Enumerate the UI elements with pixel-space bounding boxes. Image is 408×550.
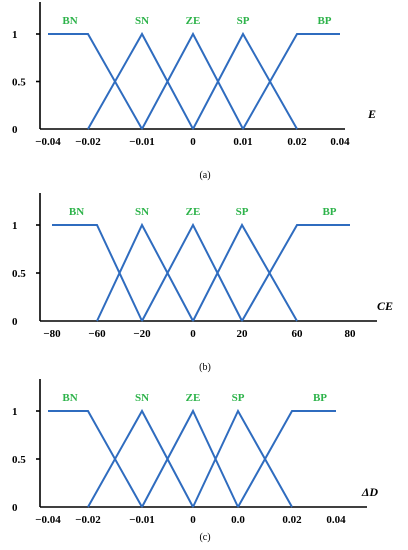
mf-curve-sp xyxy=(192,408,293,508)
x-tick-label: −20 xyxy=(133,328,151,340)
y-tick-label: 0 xyxy=(12,502,18,514)
panel-caption: (c) xyxy=(199,532,210,543)
x-tick-label: 0.02 xyxy=(287,136,307,148)
mf-label-bn: BN xyxy=(62,392,77,404)
y-tick-label: 0.5 xyxy=(12,454,26,466)
mf-curve-bp xyxy=(242,33,340,130)
mf-curve-ze xyxy=(141,408,239,508)
y-tick-label: 1 xyxy=(12,220,18,232)
mf-label-bn: BN xyxy=(62,15,77,27)
y-tick-label: 0 xyxy=(12,316,18,328)
y-tick-label: 1 xyxy=(12,29,18,41)
x-tick-label: 0.0 xyxy=(231,514,245,526)
mf-label-bp: BP xyxy=(317,15,331,27)
mf-label-sn: SN xyxy=(135,206,149,218)
x-tick-label: 0.01 xyxy=(233,136,252,148)
x-tick-label: 0.04 xyxy=(326,514,346,526)
mf-curve-bn xyxy=(48,33,143,130)
mf-label-sn: SN xyxy=(135,392,149,404)
panel-caption: (b) xyxy=(199,362,211,373)
mf-label-sp: SP xyxy=(232,392,245,404)
mf-label-ze: ZE xyxy=(186,206,201,218)
x-tick-label: −0.02 xyxy=(75,514,101,526)
y-tick-label: 0 xyxy=(12,124,18,136)
mf-curve-bp xyxy=(237,410,336,508)
y-tick-label: 0.5 xyxy=(12,268,26,280)
mf-curve-sp xyxy=(192,31,298,130)
mf-curve-sn xyxy=(96,222,194,322)
x-tick-label: −0.01 xyxy=(129,136,155,148)
mf-curve-sn xyxy=(87,31,194,130)
x-tick-label: −80 xyxy=(43,328,61,340)
mf-curve-bn xyxy=(48,410,143,508)
y-tick-label: 1 xyxy=(12,406,18,418)
x-tick-label: 0.02 xyxy=(282,514,302,526)
panel-caption: (a) xyxy=(199,170,210,181)
x-tick-label: 60 xyxy=(292,328,304,340)
x-tick-label: 0 xyxy=(190,328,196,340)
x-tick-label: 0 xyxy=(190,136,196,148)
mf-label-bp: BP xyxy=(313,392,327,404)
x-tick-label: 0.04 xyxy=(330,136,350,148)
mf-label-sp: SP xyxy=(236,206,249,218)
mf-label-bp: BP xyxy=(322,206,336,218)
x-tick-label: 20 xyxy=(237,328,249,340)
x-tick-label: −0.04 xyxy=(35,514,61,526)
mf-curve-bp xyxy=(241,224,350,322)
axis-title: ΔD xyxy=(361,485,379,499)
axis-title: E xyxy=(367,107,376,121)
chart-panel-c: 0 0.5 1 −0.04 −0.02 −0.01 0 0.0 0.02 0.04 ΔD BN SN ZE… xyxy=(12,379,378,543)
mf-curve-ze xyxy=(141,222,243,322)
mf-label-sn: SN xyxy=(135,15,149,27)
mf-label-ze: ZE xyxy=(186,392,201,404)
mf-label-sp: SP xyxy=(237,15,250,27)
mf-curve-sp xyxy=(192,222,298,322)
x-tick-label: 80 xyxy=(345,328,357,340)
mf-curve-bn xyxy=(52,224,143,322)
chart-panel-b: 0 0.5 1 −80 −60 −20 0 20 60 80 CE BN SN ZE SP BP (b) xyxy=(12,193,393,373)
y-tick-label: 0.5 xyxy=(12,77,26,89)
axis-title: CE xyxy=(377,299,393,313)
mf-curve-ze xyxy=(141,31,244,130)
x-tick-label: −0.02 xyxy=(75,136,101,148)
mf-label-bn: BN xyxy=(69,206,84,218)
mf-label-ze: ZE xyxy=(186,15,201,27)
x-tick-label: −0.01 xyxy=(129,514,155,526)
x-tick-label: −60 xyxy=(88,328,106,340)
chart-panel-a: 0 0.5 1 −0.04 −0.02 −0.01 0 0.01 0.02 0.04 E BN SN ZE… xyxy=(12,2,376,181)
x-tick-label: 0 xyxy=(190,514,196,526)
x-tick-label: −0.04 xyxy=(35,136,61,148)
mf-curve-sn xyxy=(87,408,194,508)
